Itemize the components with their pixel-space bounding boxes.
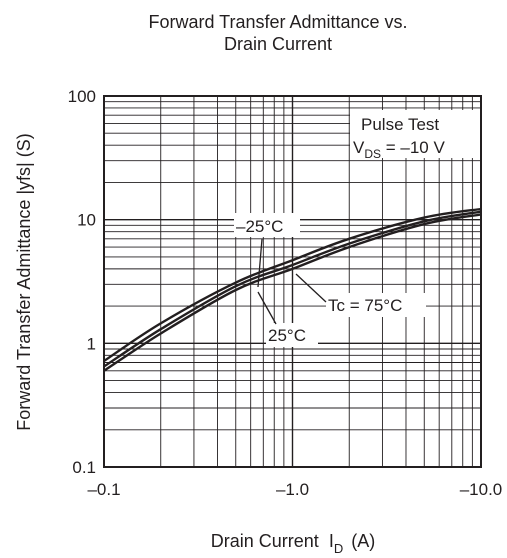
plot-frame bbox=[103, 95, 482, 468]
series-pointer-minus25 bbox=[257, 238, 263, 288]
x-tick-label: –10.0 bbox=[460, 480, 503, 499]
y-tick-label: 0.1 bbox=[72, 458, 96, 477]
series-label-25: 25°C bbox=[268, 326, 306, 345]
y-tick-label: 10 bbox=[77, 211, 96, 230]
x-tick-label: –1.0 bbox=[276, 480, 309, 499]
y-tick-label: 1 bbox=[87, 334, 96, 353]
series-pointer-75 bbox=[295, 273, 327, 303]
series-label-bg-75 bbox=[326, 293, 426, 317]
y-axis-title: Forward Transfer Admittance |yfs| (S) bbox=[14, 133, 34, 430]
series-label-75: Tc = 75°C bbox=[328, 296, 402, 315]
series-line-2 bbox=[103, 213, 482, 372]
annotation-box bbox=[350, 110, 480, 158]
x-tick-label: –0.1 bbox=[87, 480, 120, 499]
series-line-1 bbox=[103, 210, 482, 368]
x-axis-title: Drain Current ID (A) bbox=[211, 531, 375, 556]
y-tick-label: 100 bbox=[68, 87, 96, 106]
series-label-bg-minus25 bbox=[234, 213, 300, 237]
tick-labels: –0.1 –1.0 –10.0 0.1 1 10 100 bbox=[68, 87, 503, 499]
series-pointer-25 bbox=[257, 291, 277, 325]
annotation-vds: VDS = –10 V bbox=[353, 138, 445, 161]
chart-title-line2: Drain Current bbox=[224, 34, 332, 54]
annotation-pulse-test: Pulse Test bbox=[361, 115, 439, 134]
series-line-0 bbox=[103, 207, 482, 363]
chart-title-line1: Forward Transfer Admittance vs. bbox=[148, 12, 407, 32]
series-layer bbox=[103, 207, 482, 372]
series-label-minus25: –25°C bbox=[236, 217, 283, 236]
series-label-bg-25 bbox=[266, 323, 318, 347]
